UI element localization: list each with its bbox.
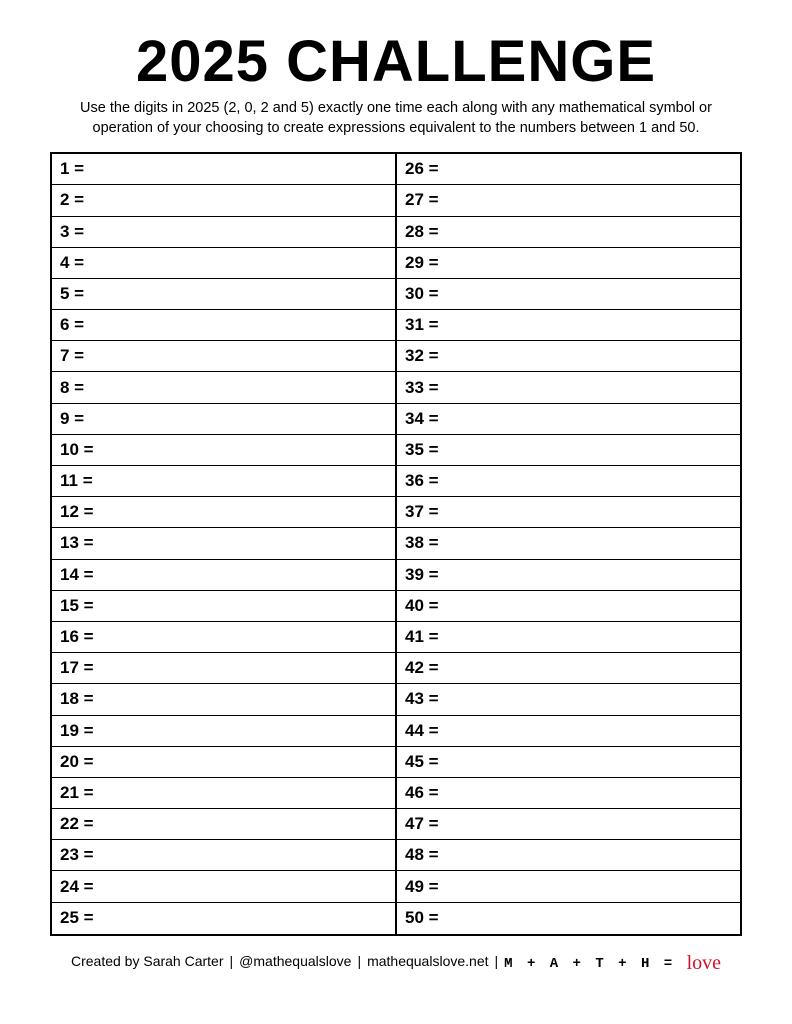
answer-cell: 33 = — [397, 372, 740, 403]
answer-cell: 23 = — [52, 840, 395, 871]
brand-love: love — [687, 952, 721, 974]
answer-cell: 12 = — [52, 497, 395, 528]
instructions-text: Use the digits in 2025 (2, 0, 2 and 5) e… — [56, 99, 736, 138]
footer-credit: Created by Sarah Carter — [71, 953, 224, 969]
answer-column-1: 1 = 2 = 3 = 4 = 5 = 6 = 7 = 8 = 9 = 10 =… — [52, 154, 395, 934]
answer-cell: 7 = — [52, 341, 395, 372]
answer-cell: 43 = — [397, 684, 740, 715]
footer: Created by Sarah Carter | @mathequalslov… — [50, 950, 742, 973]
answer-cell: 26 = — [397, 154, 740, 185]
answer-cell: 44 = — [397, 716, 740, 747]
answer-cell: 16 = — [52, 622, 395, 653]
footer-separator: | — [230, 953, 234, 969]
answer-cell: 13 = — [52, 528, 395, 559]
answer-cell: 19 = — [52, 716, 395, 747]
answer-cell: 6 = — [52, 310, 395, 341]
footer-separator: | — [495, 953, 499, 969]
answer-cell: 15 = — [52, 591, 395, 622]
answer-cell: 38 = — [397, 528, 740, 559]
answer-cell: 40 = — [397, 591, 740, 622]
answer-cell: 37 = — [397, 497, 740, 528]
answer-cell: 11 = — [52, 466, 395, 497]
answer-cell: 21 = — [52, 778, 395, 809]
answer-cell: 47 = — [397, 809, 740, 840]
answer-cell: 46 = — [397, 778, 740, 809]
answer-cell: 8 = — [52, 372, 395, 403]
answer-cell: 32 = — [397, 341, 740, 372]
answer-cell: 9 = — [52, 404, 395, 435]
answer-cell: 48 = — [397, 840, 740, 871]
answer-cell: 49 = — [397, 871, 740, 902]
answer-cell: 25 = — [52, 903, 395, 934]
answer-cell: 22 = — [52, 809, 395, 840]
answer-cell: 41 = — [397, 622, 740, 653]
answer-cell: 18 = — [52, 684, 395, 715]
answer-cell: 36 = — [397, 466, 740, 497]
answer-cell: 2 = — [52, 185, 395, 216]
answer-cell: 30 = — [397, 279, 740, 310]
answer-cell: 28 = — [397, 217, 740, 248]
worksheet-page: 2025 CHALLENGE Use the digits in 2025 (2… — [0, 0, 792, 1024]
answer-column-2: 26 = 27 = 28 = 29 = 30 = 31 = 32 = 33 = … — [395, 154, 740, 934]
answer-cell: 31 = — [397, 310, 740, 341]
answer-cell: 39 = — [397, 560, 740, 591]
answer-cell: 29 = — [397, 248, 740, 279]
answer-cell: 42 = — [397, 653, 740, 684]
answer-cell: 20 = — [52, 747, 395, 778]
answer-cell: 5 = — [52, 279, 395, 310]
answer-cell: 10 = — [52, 435, 395, 466]
answer-cell: 4 = — [52, 248, 395, 279]
answer-cell: 14 = — [52, 560, 395, 591]
brand-prefix: M + A + T + H = — [504, 956, 686, 972]
page-title: 2025 CHALLENGE — [50, 28, 742, 95]
answer-cell: 17 = — [52, 653, 395, 684]
answer-cell: 50 = — [397, 903, 740, 934]
answer-cell: 34 = — [397, 404, 740, 435]
brand-logo: M + A + T + H = love — [504, 950, 721, 973]
answer-cell: 3 = — [52, 217, 395, 248]
answer-cell: 24 = — [52, 871, 395, 902]
answer-cell: 27 = — [397, 185, 740, 216]
answer-grid: 1 = 2 = 3 = 4 = 5 = 6 = 7 = 8 = 9 = 10 =… — [50, 152, 742, 936]
answer-cell: 35 = — [397, 435, 740, 466]
footer-handle: @mathequalslove — [239, 953, 351, 969]
answer-cell: 45 = — [397, 747, 740, 778]
answer-cell: 1 = — [52, 154, 395, 185]
footer-separator: | — [357, 953, 361, 969]
footer-website: mathequalslove.net — [367, 953, 488, 969]
